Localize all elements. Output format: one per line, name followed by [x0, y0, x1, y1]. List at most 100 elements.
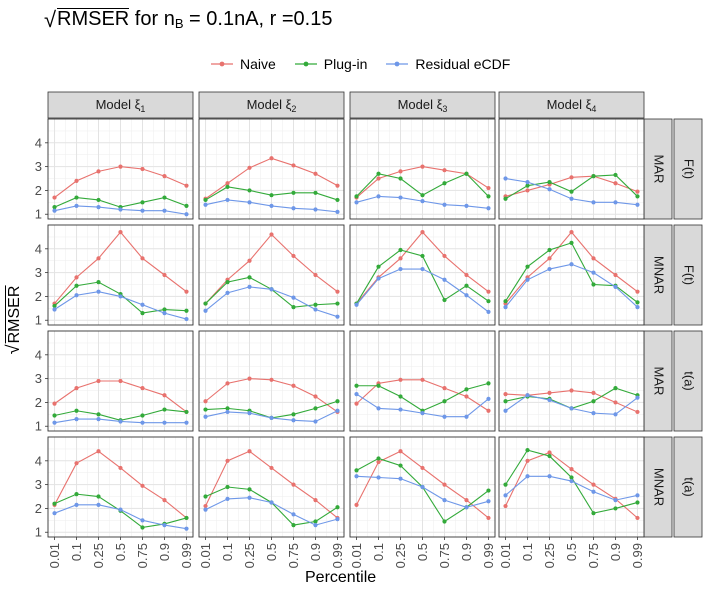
data-point: [635, 300, 640, 305]
data-point: [313, 394, 318, 399]
row-strip-label: MNAR: [652, 256, 667, 294]
data-point: [269, 377, 274, 382]
data-point: [442, 519, 447, 524]
data-point: [335, 314, 340, 319]
y-tick-label: 2: [35, 183, 42, 198]
data-point: [269, 287, 274, 292]
data-point: [486, 194, 491, 199]
data-point: [74, 203, 79, 209]
y-tick-label: 4: [35, 347, 42, 362]
data-point: [354, 200, 359, 205]
data-point: [613, 412, 618, 417]
x-tick-label: 0.25: [542, 543, 557, 568]
data-point: [525, 188, 530, 193]
data-point: [420, 465, 425, 471]
data-point: [291, 418, 296, 423]
data-point: [525, 264, 530, 269]
data-point: [335, 505, 340, 510]
data-point: [503, 399, 508, 404]
x-tick-label: 0.01: [349, 543, 364, 568]
row-strip: [643, 436, 673, 538]
data-point: [269, 232, 274, 237]
x-tick-label: 0.99: [330, 543, 345, 568]
chart-title: √ RMSER for nB = 0.1nA, r =0.15: [44, 7, 332, 32]
data-point: [184, 515, 189, 521]
x-tick-label: 0.9: [308, 543, 323, 561]
data-point: [486, 499, 491, 504]
data-point: [96, 197, 101, 203]
data-point: [313, 190, 318, 195]
data-point: [525, 447, 530, 453]
data-point: [486, 396, 491, 401]
ylabel-sqrt: √ RMSER: [3, 285, 24, 355]
radical-sign: √: [3, 344, 23, 355]
data-point: [291, 512, 296, 517]
data-point: [269, 415, 274, 421]
data-point: [335, 289, 340, 294]
data-point: [591, 489, 596, 494]
data-point: [335, 209, 340, 214]
data-point: [140, 413, 145, 418]
data-point: [569, 262, 574, 267]
data-point: [118, 507, 123, 512]
data-point: [162, 174, 167, 179]
data-point: [203, 503, 208, 509]
data-point: [140, 386, 145, 391]
data-point: [162, 272, 167, 278]
data-point: [420, 193, 425, 198]
column-strip: [349, 91, 496, 119]
data-point: [376, 176, 381, 181]
legend-key-naive: [211, 61, 233, 67]
data-point: [354, 302, 359, 307]
data-point: [96, 378, 101, 384]
data-point: [203, 301, 208, 306]
y-tick-label: 4: [35, 453, 42, 468]
data-point: [398, 407, 403, 412]
data-point: [74, 283, 79, 288]
data-point: [420, 484, 425, 490]
data-point: [74, 178, 79, 184]
data-point: [118, 294, 123, 299]
data-point: [162, 393, 167, 398]
data-point: [420, 266, 425, 272]
data-point: [291, 253, 296, 259]
panel-border: [198, 118, 345, 220]
data-point: [96, 256, 101, 261]
legend-item-plugin: Plug-in: [294, 56, 367, 72]
data-point: [140, 302, 145, 307]
data-point: [291, 522, 296, 528]
data-point: [547, 187, 552, 192]
x-tick-label: 0.1: [520, 543, 535, 561]
data-point: [291, 295, 296, 300]
data-point: [354, 383, 359, 388]
data-point: [96, 502, 101, 507]
data-point: [140, 420, 145, 425]
x-tick-label: 0.5: [113, 543, 128, 561]
data-point: [420, 411, 425, 416]
column-strip-label: Model ξ2: [247, 97, 297, 114]
row-strip-label: MAR: [652, 367, 667, 396]
panel-border: [47, 224, 194, 326]
data-point: [569, 230, 574, 235]
column-strip-label: Model ξ4: [547, 97, 597, 114]
y-tick-label: 3: [35, 159, 42, 174]
data-point: [247, 495, 252, 500]
data-point: [313, 419, 318, 424]
data-point: [203, 494, 208, 499]
panel-border: [198, 224, 345, 326]
x-axis-label: Percentile: [305, 569, 377, 586]
data-point: [291, 190, 296, 195]
title-rmser: RMSER: [57, 8, 130, 30]
row-strip-label: MAR: [652, 155, 667, 184]
data-point: [291, 482, 296, 487]
data-point: [486, 185, 491, 191]
data-point: [184, 212, 189, 217]
data-point: [162, 420, 167, 425]
data-point: [591, 482, 596, 487]
data-point: [335, 183, 340, 188]
data-point: [313, 302, 318, 307]
data-point: [247, 258, 252, 263]
x-tick-label: 0.9: [459, 543, 474, 561]
data-point: [376, 194, 381, 199]
data-point: [247, 449, 252, 454]
